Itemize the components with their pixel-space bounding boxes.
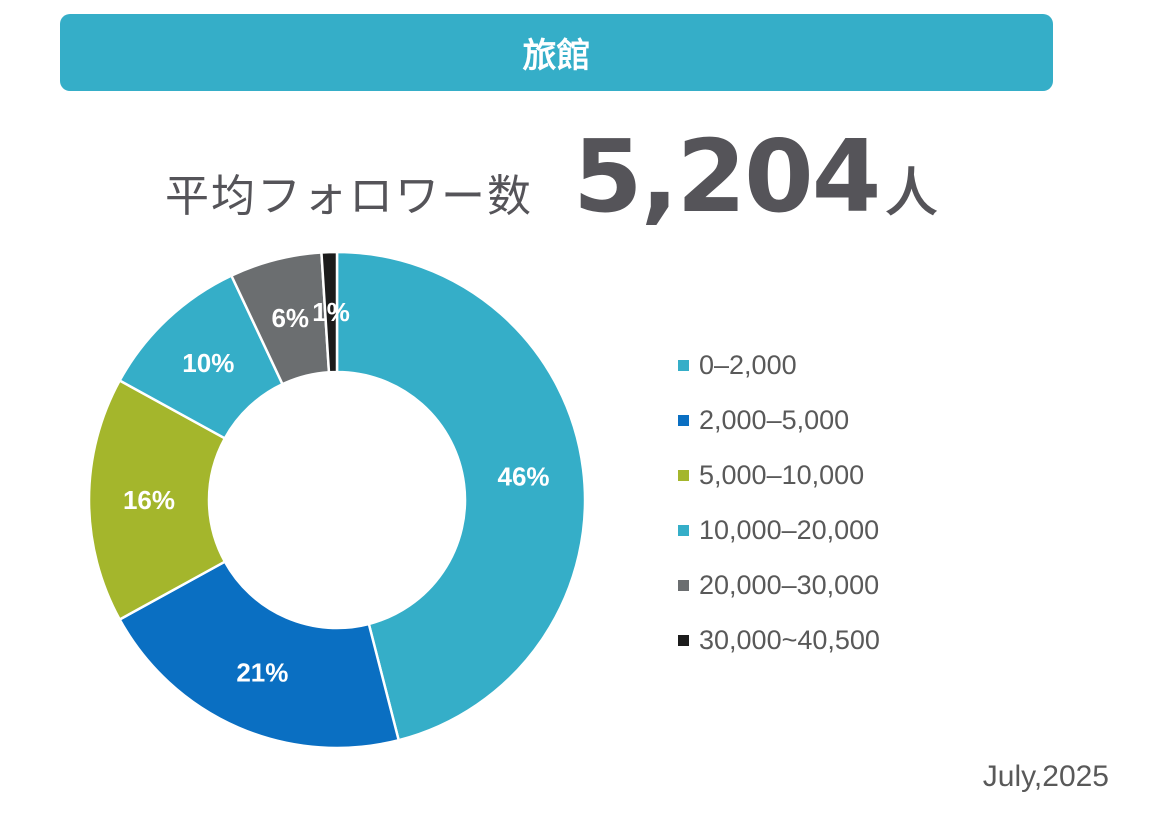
legend-swatch (678, 580, 689, 591)
legend-swatch (678, 415, 689, 426)
legend-label: 30,000~40,500 (699, 625, 880, 655)
average-followers-unit: 人 (885, 164, 938, 224)
legend-label: 2,000–5,000 (699, 405, 850, 435)
date-label: July,2025 (982, 760, 1109, 793)
donut-slice-label: 6% (271, 303, 309, 333)
legend-swatch (678, 470, 689, 481)
donut-slice-label: 10% (182, 348, 234, 378)
donut-slice (117, 559, 401, 750)
chart-legend: 0–2,000 2,000–5,000 5,000–10,000 10,000–20,… (678, 338, 880, 668)
donut-slice-label: 46% (497, 461, 549, 491)
donut-slice-label: 16% (123, 485, 175, 515)
legend-item: 10,000–20,000 (678, 503, 880, 558)
legend-swatch (678, 360, 689, 371)
donut-slices (87, 250, 587, 750)
donut-slice-label: 21% (236, 658, 288, 688)
legend-item: 30,000~40,500 (678, 613, 880, 668)
legend-item: 20,000–30,000 (678, 558, 880, 613)
legend-item: 0–2,000 (678, 338, 880, 393)
donut-slice (87, 378, 227, 622)
average-followers-label: 平均フォロワー数 (165, 171, 533, 222)
legend-item: 5,000–10,000 (678, 448, 880, 503)
category-title: 旅館 (522, 36, 591, 76)
legend-label: 0–2,000 (699, 350, 797, 380)
average-followers: 平均フォロワー数 5,204 人 (165, 118, 938, 235)
legend-item: 2,000–5,000 (678, 393, 880, 448)
category-banner: 旅館 (60, 14, 1053, 91)
donut-slice-labels: 46% 21% 16% 10% 6% 1% (123, 297, 550, 687)
legend-label: 20,000–30,000 (699, 570, 880, 600)
average-followers-value: 5,204 (573, 118, 881, 235)
legend-swatch (678, 525, 689, 536)
donut-slice (320, 250, 339, 374)
legend-label: 5,000–10,000 (699, 460, 865, 490)
legend-swatch (678, 635, 689, 646)
legend-label: 10,000–20,000 (699, 515, 880, 545)
donut-slice-label: 1% (312, 297, 350, 327)
donut-slice (335, 250, 587, 742)
